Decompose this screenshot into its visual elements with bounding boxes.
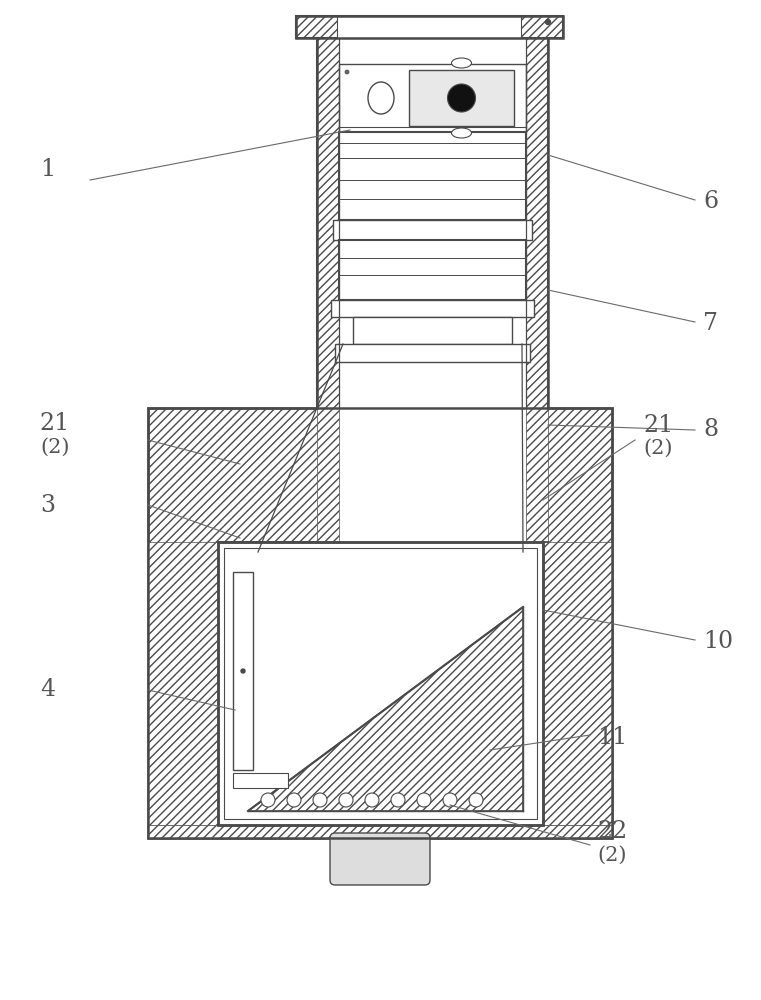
Bar — [148, 825, 612, 838]
Bar — [339, 38, 526, 408]
Text: 3: 3 — [40, 493, 56, 516]
Bar — [335, 344, 530, 362]
Circle shape — [241, 669, 245, 673]
Circle shape — [339, 793, 353, 807]
Bar — [296, 16, 563, 38]
Text: (2): (2) — [597, 846, 626, 864]
Circle shape — [313, 793, 327, 807]
Ellipse shape — [451, 58, 472, 68]
Circle shape — [287, 793, 301, 807]
Bar — [233, 572, 253, 770]
Bar — [317, 408, 548, 542]
Text: 6: 6 — [703, 190, 718, 214]
Circle shape — [469, 793, 483, 807]
Bar — [224, 548, 537, 819]
Bar — [339, 240, 526, 300]
Text: 21: 21 — [40, 412, 70, 436]
Text: 4: 4 — [40, 678, 56, 702]
Bar — [296, 16, 563, 38]
Bar — [317, 38, 339, 408]
Bar — [148, 542, 218, 825]
Bar — [353, 317, 512, 344]
Circle shape — [546, 19, 550, 24]
FancyBboxPatch shape — [330, 833, 430, 885]
Circle shape — [345, 70, 349, 74]
Text: 22: 22 — [597, 820, 627, 844]
Bar — [218, 542, 543, 825]
Bar — [543, 542, 612, 825]
Text: (2): (2) — [40, 438, 70, 456]
Circle shape — [447, 84, 476, 112]
Ellipse shape — [451, 128, 472, 138]
Bar — [331, 300, 534, 317]
Bar — [339, 132, 526, 220]
Circle shape — [417, 793, 431, 807]
Bar — [148, 408, 612, 838]
Bar — [233, 773, 288, 788]
Circle shape — [261, 793, 275, 807]
Bar — [333, 220, 532, 240]
Bar — [218, 542, 543, 825]
Text: 8: 8 — [703, 418, 718, 442]
Circle shape — [443, 793, 457, 807]
Bar — [339, 64, 526, 132]
Bar — [526, 38, 548, 408]
Text: 1: 1 — [40, 158, 56, 182]
Bar — [409, 70, 514, 126]
Text: (2): (2) — [643, 438, 673, 458]
Text: 10: 10 — [703, 631, 733, 654]
Ellipse shape — [368, 82, 394, 114]
Text: 21: 21 — [643, 414, 673, 436]
Bar — [337, 16, 521, 38]
Circle shape — [391, 793, 405, 807]
Circle shape — [365, 793, 379, 807]
Bar — [317, 408, 339, 542]
Text: 7: 7 — [703, 312, 718, 334]
Polygon shape — [248, 607, 523, 811]
Bar — [148, 408, 612, 838]
Text: 11: 11 — [597, 726, 627, 748]
Bar — [526, 408, 548, 542]
